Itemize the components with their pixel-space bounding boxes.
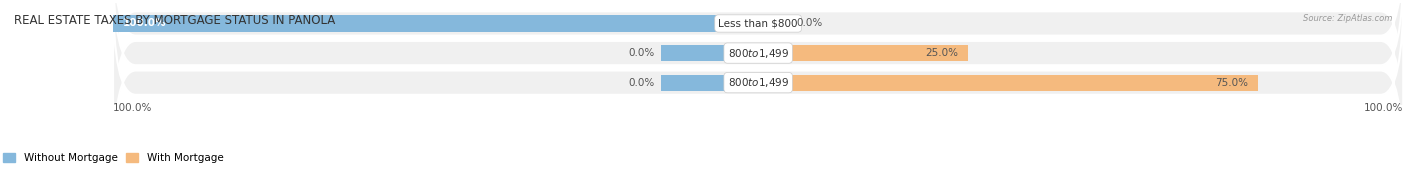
Text: 25.0%: 25.0% bbox=[925, 48, 957, 58]
Text: 0.0%: 0.0% bbox=[628, 48, 655, 58]
Text: 75.0%: 75.0% bbox=[1215, 78, 1249, 88]
Text: 0.0%: 0.0% bbox=[797, 18, 823, 28]
FancyBboxPatch shape bbox=[112, 0, 1403, 174]
Text: Less than $800: Less than $800 bbox=[718, 18, 799, 28]
Text: Source: ZipAtlas.com: Source: ZipAtlas.com bbox=[1302, 14, 1392, 23]
Bar bbox=[758, 45, 967, 61]
Legend: Without Mortgage, With Mortgage: Without Mortgage, With Mortgage bbox=[3, 153, 224, 163]
Bar bbox=[661, 45, 758, 61]
FancyBboxPatch shape bbox=[112, 0, 1403, 144]
Bar bbox=[758, 15, 790, 32]
Bar bbox=[758, 74, 1258, 91]
Text: 100.0%: 100.0% bbox=[1364, 103, 1403, 113]
Text: $800 to $1,499: $800 to $1,499 bbox=[727, 47, 789, 60]
Text: 0.0%: 0.0% bbox=[628, 78, 655, 88]
Bar bbox=[661, 74, 758, 91]
FancyBboxPatch shape bbox=[112, 0, 1403, 115]
Text: REAL ESTATE TAXES BY MORTGAGE STATUS IN PANOLA: REAL ESTATE TAXES BY MORTGAGE STATUS IN … bbox=[14, 14, 335, 27]
Text: 100.0%: 100.0% bbox=[122, 18, 166, 28]
Bar bbox=[112, 15, 758, 32]
Text: $800 to $1,499: $800 to $1,499 bbox=[727, 76, 789, 89]
Text: 100.0%: 100.0% bbox=[112, 103, 152, 113]
